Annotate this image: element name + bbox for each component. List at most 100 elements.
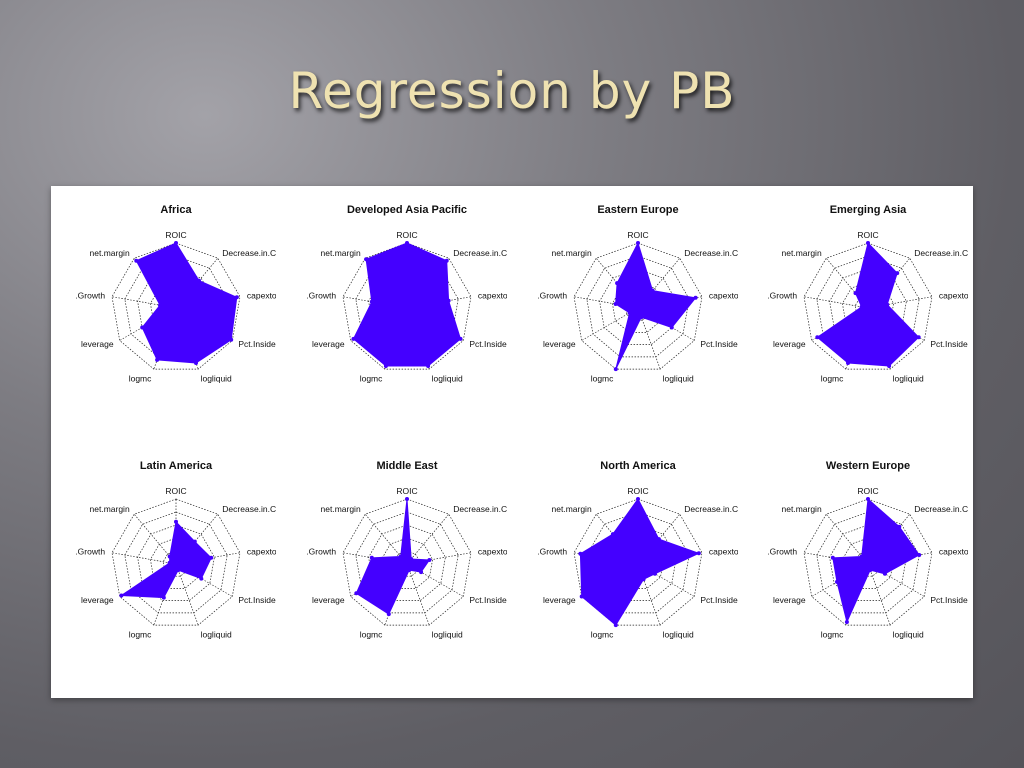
chart-title: Latin America [140, 460, 213, 472]
data-point [407, 568, 412, 573]
grid-spoke [867, 563, 891, 626]
axis-label: leverage [773, 339, 806, 349]
axis-label: net.margin [782, 504, 822, 514]
axis-label: Decrease.in.Capital.St [914, 504, 973, 514]
grid-spoke [364, 513, 408, 565]
data-point [579, 594, 584, 599]
axis-label: capextos [478, 547, 512, 557]
axis-label: logmc [821, 374, 844, 384]
data-point [815, 335, 820, 340]
data-point [859, 554, 864, 559]
data-point [887, 364, 892, 368]
grid-spoke [111, 296, 177, 309]
axis-label: Decrease.in.Capital.St [453, 504, 538, 514]
grid-spoke [406, 563, 464, 597]
axis-label: S.Growth [70, 547, 106, 557]
axis-label: Decrease.in.Capital.St [222, 248, 307, 258]
axis-label: net.margin [321, 504, 361, 514]
data-series-area [832, 497, 920, 624]
data-point [610, 532, 615, 537]
grid-spoke [406, 296, 472, 309]
grid-spoke [581, 307, 639, 341]
data-series-area [135, 242, 238, 364]
axis-label: capextos [939, 291, 973, 301]
axis-label: ROIC [857, 230, 878, 240]
axis-label: S.Growth [301, 547, 337, 557]
data-series-area [615, 241, 697, 370]
grid-spoke [867, 563, 925, 597]
grid-spoke [595, 513, 639, 565]
grid-ring [599, 268, 677, 345]
grid-ring [381, 537, 433, 589]
data-point [882, 571, 887, 576]
chart-title: Western Europe [826, 460, 910, 472]
grid-spoke [803, 552, 869, 565]
grid-spoke [175, 552, 241, 565]
axis-label: logliquid [663, 630, 694, 640]
data-point [853, 291, 858, 296]
data-point [650, 288, 655, 293]
axis-label: logmc [821, 630, 844, 640]
data-point [868, 568, 873, 573]
axis-label: net.margin [552, 504, 592, 514]
axis-label: S.Growth [70, 291, 106, 301]
chart-title: Developed Asia Pacific [347, 204, 467, 216]
axis-label: capextos [709, 291, 743, 301]
data-point [174, 519, 178, 524]
axis-label: logliquid [201, 374, 232, 384]
data-point [174, 241, 178, 245]
grid-spoke [637, 513, 681, 565]
data-point [192, 539, 197, 544]
axis-label: Pct.Insider.Sh [700, 339, 753, 349]
data-point [351, 336, 356, 341]
grid-spoke [825, 257, 869, 309]
data-point [885, 302, 890, 307]
axis-label: net.margin [321, 248, 361, 258]
chart-title: Eastern Europe [597, 204, 678, 216]
axis-label: Decrease.in.Capital.St [684, 248, 769, 258]
axis-label: net.margin [90, 248, 130, 258]
axis-label: net.margin [90, 504, 130, 514]
data-point [405, 497, 409, 501]
grid-spoke [803, 296, 869, 309]
grid-spoke [637, 563, 661, 626]
grid-spoke [175, 563, 233, 597]
grid-spoke [811, 563, 869, 597]
axis-label: net.margin [552, 248, 592, 258]
grid-ring [586, 255, 690, 358]
axis-label: logmc [360, 630, 383, 640]
axis-label: logmc [129, 374, 152, 384]
grid-ring [573, 242, 703, 370]
data-point [194, 361, 198, 365]
data-point [364, 257, 369, 262]
data-point [578, 551, 583, 556]
grid-ring [816, 511, 920, 614]
grid-spoke [867, 257, 911, 309]
data-point [859, 304, 864, 309]
radar-figure-panel: Africa ROIC Decrease.in.Capital.St capextos… [51, 186, 973, 698]
radar-chart-4: Latin America ROIC Decrease.in.Capital.St c… [70, 460, 276, 640]
axis-label: Decrease.in.Capital.St [914, 248, 973, 258]
axis-label: Decrease.in.Capital.St [684, 504, 769, 514]
data-point [119, 593, 124, 598]
data-point [167, 560, 172, 565]
radar-chart-5: Middle East ROIC Decrease.in.Capital.St cap… [301, 460, 538, 640]
data-point [641, 577, 646, 582]
chart-title: North America [600, 460, 676, 472]
axis-label: logliquid [432, 374, 463, 384]
data-point [155, 357, 160, 362]
data-series-area [355, 498, 431, 615]
grid-spoke [867, 552, 933, 565]
axis-label: ROIC [857, 486, 878, 496]
axis-label: S.Growth [762, 291, 798, 301]
data-point [669, 325, 674, 330]
grid-spoke [342, 552, 408, 565]
axis-label: ROIC [165, 486, 186, 496]
axis-label: S.Growth [532, 547, 568, 557]
data-point [167, 554, 172, 559]
data-point [229, 337, 234, 342]
axis-label: Pct.Insider.Sh [930, 339, 973, 349]
axis-label: ROIC [627, 486, 648, 496]
data-point [652, 571, 657, 576]
grid-spoke [406, 552, 472, 565]
